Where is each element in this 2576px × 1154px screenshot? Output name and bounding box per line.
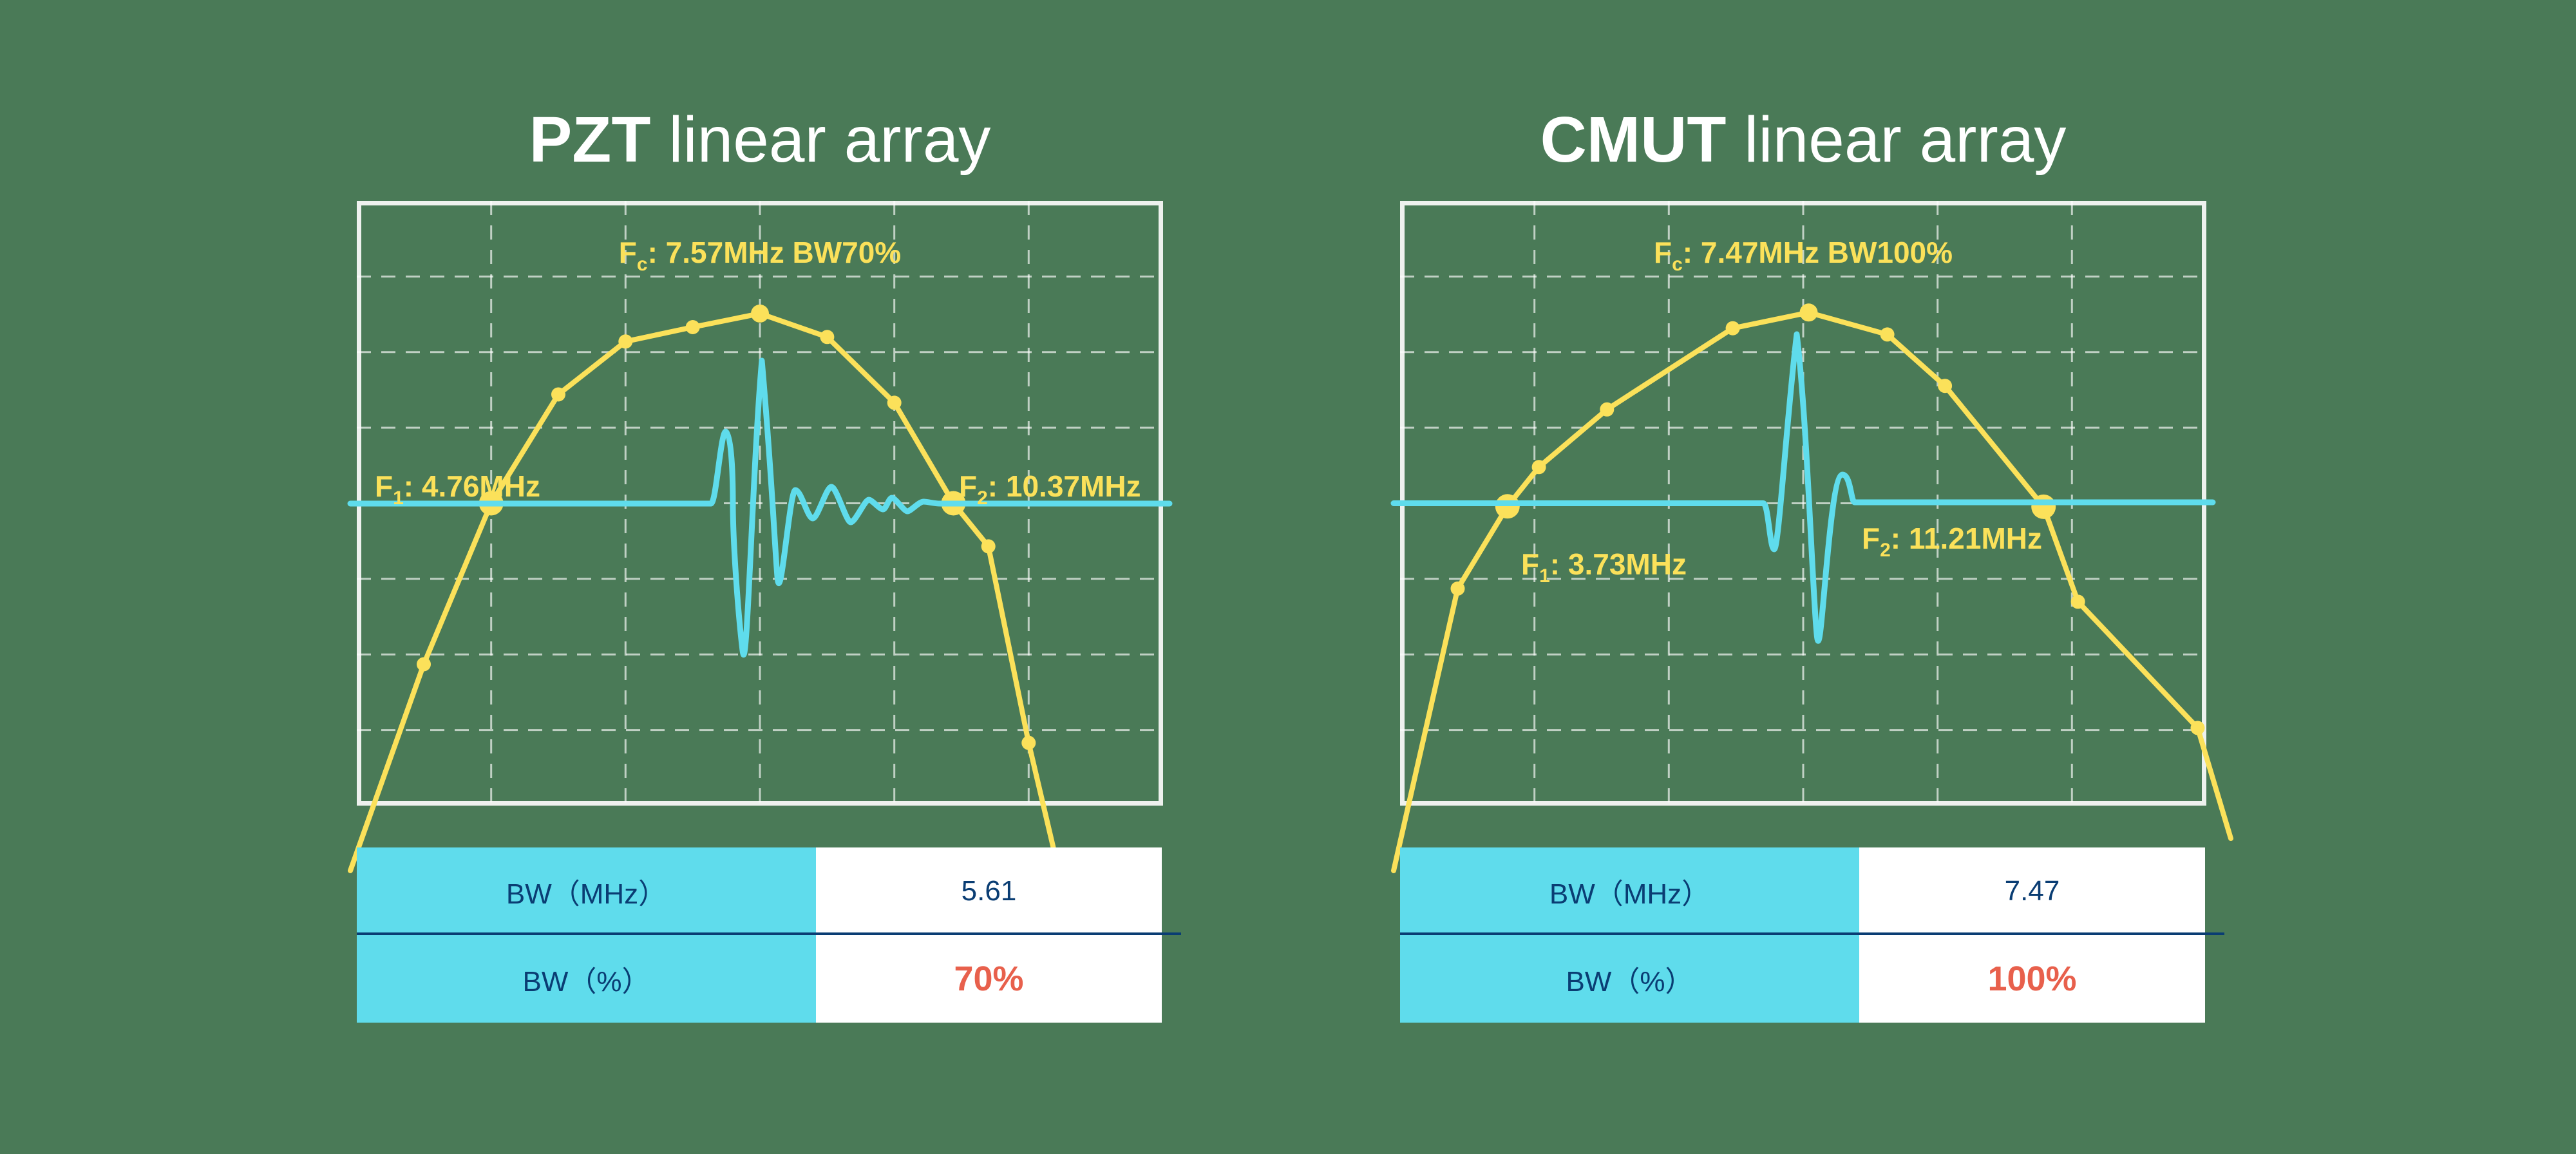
svg-text:F2: 11.21MHz: F2: 11.21MHz [1862, 522, 2042, 561]
svg-text:Fc: 7.47MHz BW100%: Fc: 7.47MHz BW100% [1654, 236, 1953, 275]
svg-text:F1: 4.76MHz: F1: 4.76MHz [375, 469, 540, 509]
svg-text:F1: 3.73MHz: F1: 3.73MHz [1521, 547, 1687, 587]
svg-text:F2: 10.37MHz: F2: 10.37MHz [959, 469, 1141, 509]
svg-text:Fc: 7.57MHz BW70%: Fc: 7.57MHz BW70% [619, 236, 901, 275]
